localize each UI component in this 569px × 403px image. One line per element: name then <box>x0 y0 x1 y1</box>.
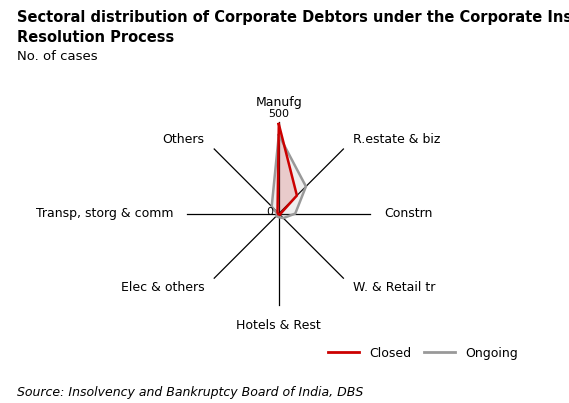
Text: Others: Others <box>163 133 204 146</box>
Text: Manufg: Manufg <box>255 96 302 108</box>
Text: Resolution Process: Resolution Process <box>17 30 174 45</box>
Text: W. & Retail tr: W. & Retail tr <box>353 281 435 294</box>
Polygon shape <box>278 124 297 215</box>
Legend: Closed, Ongoing: Closed, Ongoing <box>323 341 523 364</box>
Text: 0: 0 <box>266 207 273 217</box>
Text: R.estate & biz: R.estate & biz <box>353 133 440 146</box>
Text: Source: Insolvency and Bankruptcy Board of India, DBS: Source: Insolvency and Bankruptcy Board … <box>17 386 364 399</box>
Text: 500: 500 <box>269 108 289 118</box>
Text: No. of cases: No. of cases <box>17 50 98 63</box>
Polygon shape <box>272 135 306 218</box>
Text: Constrn: Constrn <box>384 207 432 220</box>
Text: Transp, storg & comm: Transp, storg & comm <box>36 207 174 220</box>
Text: Elec & others: Elec & others <box>121 281 204 294</box>
Text: Sectoral distribution of Corporate Debtors under the Corporate Insolvency: Sectoral distribution of Corporate Debto… <box>17 10 569 25</box>
Text: Hotels & Rest: Hotels & Rest <box>237 319 321 332</box>
